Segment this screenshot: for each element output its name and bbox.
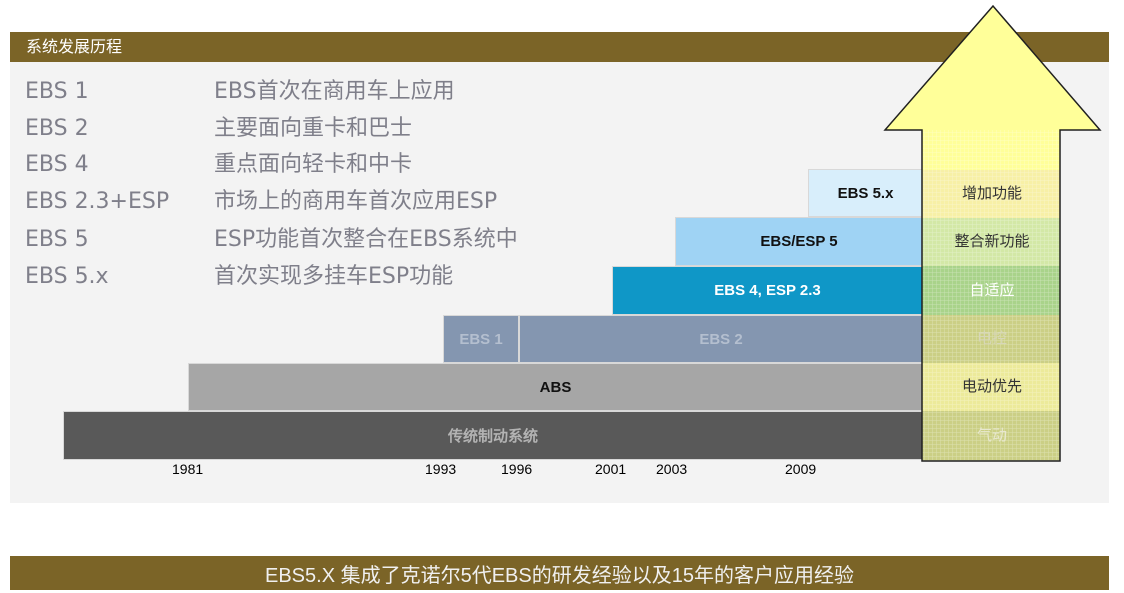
step-label: EBS 4, ESP 2.3 <box>714 282 821 299</box>
arrow-label-adaptive: 自适应 <box>969 281 1015 299</box>
year-label: 1981 <box>172 461 204 477</box>
row-desc-5: ESP功能首次整合在EBS系统中 <box>214 227 518 252</box>
year-label: 1996 <box>501 461 533 477</box>
row-desc-4: 市场上的商用车首次应用ESP <box>214 189 498 214</box>
step-pneumatic-bar: 传统制动系统 <box>63 411 923 460</box>
row-code-4: EBS 2.3+ESP <box>25 189 170 214</box>
step-label: EBS 1 <box>459 330 503 348</box>
step-abs-bar: ABS <box>188 363 923 411</box>
step-ebs-esp5-bar: EBS/ESP 5 <box>675 217 923 266</box>
step-label: 传统制动系统 <box>447 428 538 445</box>
row-desc-1: EBS首次在商用车上应用 <box>214 79 455 104</box>
arrow-label-electronic: 电控 <box>976 329 1007 347</box>
footer-text: EBS5.X 集成了克诺尔5代EBS的研发经验以及15年的客户应用经验 <box>265 564 854 587</box>
page-title: 系统发展历程 <box>26 37 123 56</box>
step-label: EBS/ESP 5 <box>760 233 838 250</box>
title-bar <box>10 32 1109 62</box>
arrow-outline <box>883 4 1102 462</box>
step-label: ABS <box>539 378 572 396</box>
row-code-2: EBS 2 <box>25 116 89 141</box>
step-label: EBS 2 <box>699 330 743 348</box>
arrow-label-electric-priority: 电动优先 <box>961 377 1022 395</box>
row-desc-3: 重点面向轻卡和中卡 <box>214 152 413 177</box>
arrow-label-integrate-functions: 整合新功能 <box>954 232 1030 250</box>
year-label: 1993 <box>425 461 457 477</box>
step-ebs1-bar: EBS 1 <box>443 315 519 363</box>
arrow-head-shape <box>885 6 1100 170</box>
row-code-6: EBS 5.x <box>25 264 109 289</box>
year-label: 2003 <box>656 461 688 477</box>
year-label: 2001 <box>595 461 627 477</box>
arrow-texture <box>922 130 1060 461</box>
step-ebs2-bar: EBS 2 <box>519 315 923 363</box>
arrow-label-pneumatic: 气动 <box>976 426 1007 444</box>
row-desc-2: 主要面向重卡和巴士 <box>214 116 413 141</box>
footer-banner: EBS5.X 集成了克诺尔5代EBS的研发经验以及15年的客户应用经验 <box>10 556 1109 590</box>
arrow-label-add-functions: 增加功能 <box>961 184 1022 202</box>
step-ebs5x-bar: EBS 5.x <box>808 169 923 217</box>
step-ebs4-esp-bar: EBS 4, ESP 2.3 <box>612 266 923 315</box>
row-code-1: EBS 1 <box>25 79 89 104</box>
row-code-3: EBS 4 <box>25 152 89 177</box>
step-label: EBS 5.x <box>837 184 894 202</box>
year-label: 2009 <box>785 461 817 477</box>
row-desc-6: 首次实现多挂车ESP功能 <box>214 264 454 289</box>
row-code-5: EBS 5 <box>25 227 89 252</box>
